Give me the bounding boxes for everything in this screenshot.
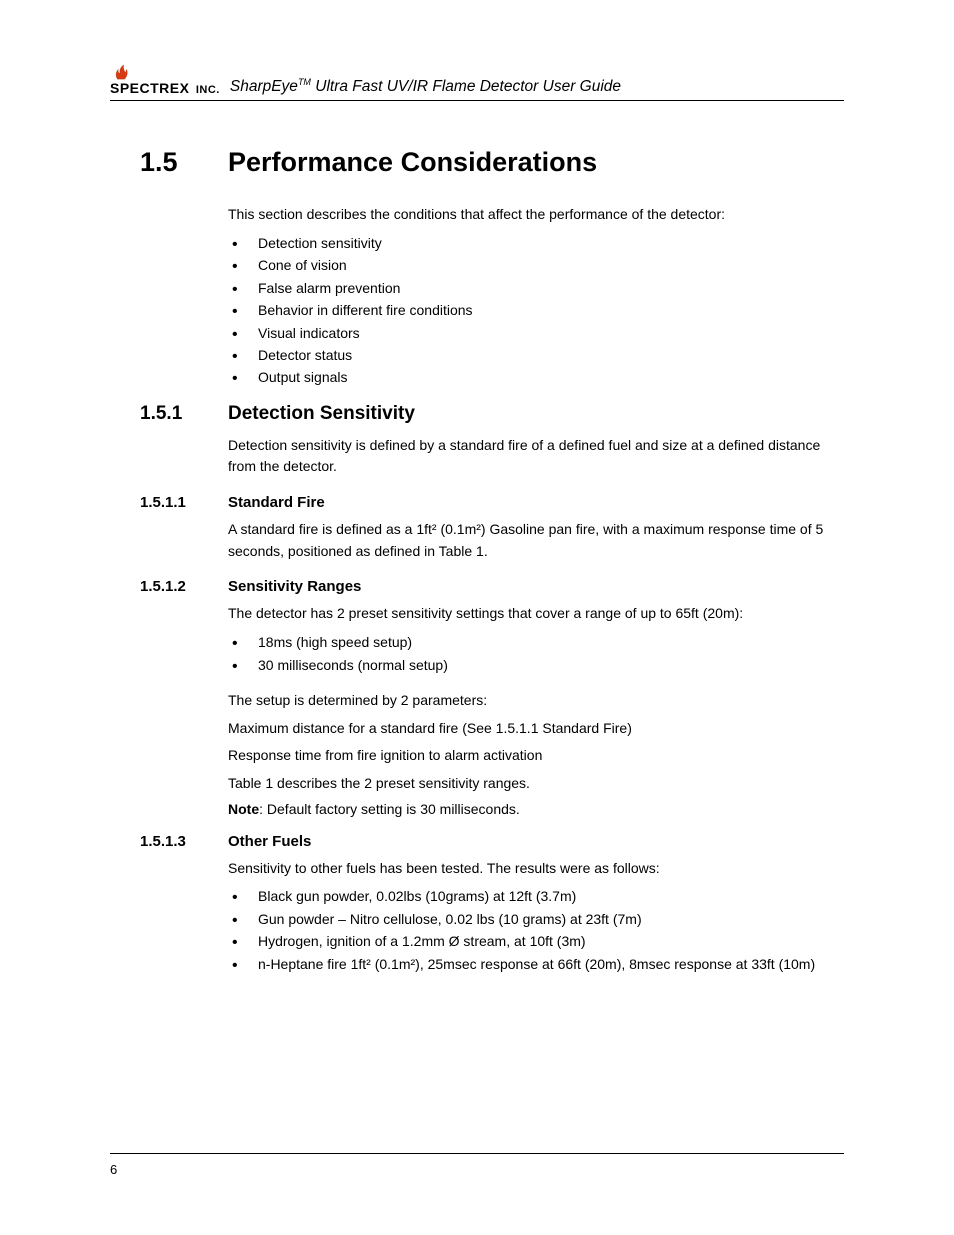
list-item: Behavior in different fire conditions [228, 299, 844, 321]
list-item: n-Heptane fire 1ft² (0.1m²), 25msec resp… [228, 953, 844, 975]
subsection-heading: 1.5.1 Detection Sensitivity [140, 403, 844, 425]
brand-text: SPECTREX INC. [110, 80, 220, 96]
paragraph: A standard fire is defined as a 1ft² (0.… [228, 519, 844, 562]
page-header: SPECTREX INC. SharpEyeTM Ultra Fast UV/I… [110, 64, 844, 101]
page-footer: 6 [110, 1153, 844, 1177]
paragraph: Table 1 describes the 2 preset sensitivi… [228, 773, 844, 795]
section-heading: 1.5 Performance Considerations [140, 147, 844, 178]
list-item: Black gun powder, 0.02lbs (10grams) at 1… [228, 885, 844, 907]
paragraph: Sensitivity to other fuels has been test… [228, 858, 844, 880]
subsubsection-number: 1.5.1.1 [140, 494, 228, 511]
list-item: Gun powder – Nitro cellulose, 0.02 lbs (… [228, 908, 844, 930]
paragraph: Maximum distance for a standard fire (Se… [228, 718, 844, 740]
subsubsection-number: 1.5.1.2 [140, 578, 228, 595]
page-number: 6 [110, 1162, 117, 1177]
subsubsection-heading: 1.5.1.3 Other Fuels [140, 833, 844, 850]
header-product: SharpEye [230, 78, 298, 95]
section-title: Performance Considerations [228, 147, 597, 178]
paragraph: The setup is determined by 2 parameters: [228, 690, 844, 712]
list-item: 30 milliseconds (normal setup) [228, 654, 844, 676]
subsubsection-title: Sensitivity Ranges [228, 578, 361, 595]
factors-list: Detection sensitivity Cone of vision Fal… [228, 232, 844, 389]
subsection-paragraph: Detection sensitivity is defined by a st… [228, 435, 844, 478]
list-item: 18ms (high speed setup) [228, 631, 844, 653]
header-tm: TM [298, 77, 311, 87]
subsubsection-title: Standard Fire [228, 494, 325, 511]
list-item: False alarm prevention [228, 277, 844, 299]
list-item: Detection sensitivity [228, 232, 844, 254]
subsubsection-number: 1.5.1.3 [140, 833, 228, 850]
subsubsection-title: Other Fuels [228, 833, 311, 850]
subsubsection-heading: 1.5.1.2 Sensitivity Ranges [140, 578, 844, 595]
note-label: Note: Default factory setting is 30 mill… [228, 801, 844, 817]
list-item: Hydrogen, ignition of a 1.2mm Ø stream, … [228, 930, 844, 952]
other-fuels-list: Black gun powder, 0.02lbs (10grams) at 1… [228, 885, 844, 975]
intro-paragraph: This section describes the conditions th… [228, 206, 844, 222]
paragraph: Response time from fire ignition to alar… [228, 745, 844, 767]
list-item: Output signals [228, 366, 844, 388]
page: SPECTREX INC. SharpEyeTM Ultra Fast UV/I… [0, 0, 954, 1235]
brand-main: SPECTREX [110, 80, 189, 96]
subsubsection-heading: 1.5.1.1 Standard Fire [140, 494, 844, 511]
list-item: Visual indicators [228, 322, 844, 344]
brand-inc: INC. [196, 84, 220, 96]
subsection-number: 1.5.1 [140, 403, 228, 425]
flame-icon [112, 64, 130, 80]
paragraph: The detector has 2 preset sensitivity se… [228, 603, 844, 625]
sensitivity-list: 18ms (high speed setup) 30 milliseconds … [228, 631, 844, 676]
list-item: Detector status [228, 344, 844, 366]
note-text: : Default factory setting is 30 millisec… [259, 801, 520, 817]
subsection-title: Detection Sensitivity [228, 403, 415, 425]
body: 1.5 Performance Considerations This sect… [140, 147, 844, 975]
section-number: 1.5 [140, 147, 228, 178]
list-item: Cone of vision [228, 254, 844, 276]
note-label-text: Note [228, 801, 259, 817]
header-title: SharpEyeTM Ultra Fast UV/IR Flame Detect… [230, 77, 621, 96]
brand-logo: SPECTREX INC. [110, 64, 220, 96]
header-subtitle: Ultra Fast UV/IR Flame Detector User Gui… [311, 78, 621, 95]
